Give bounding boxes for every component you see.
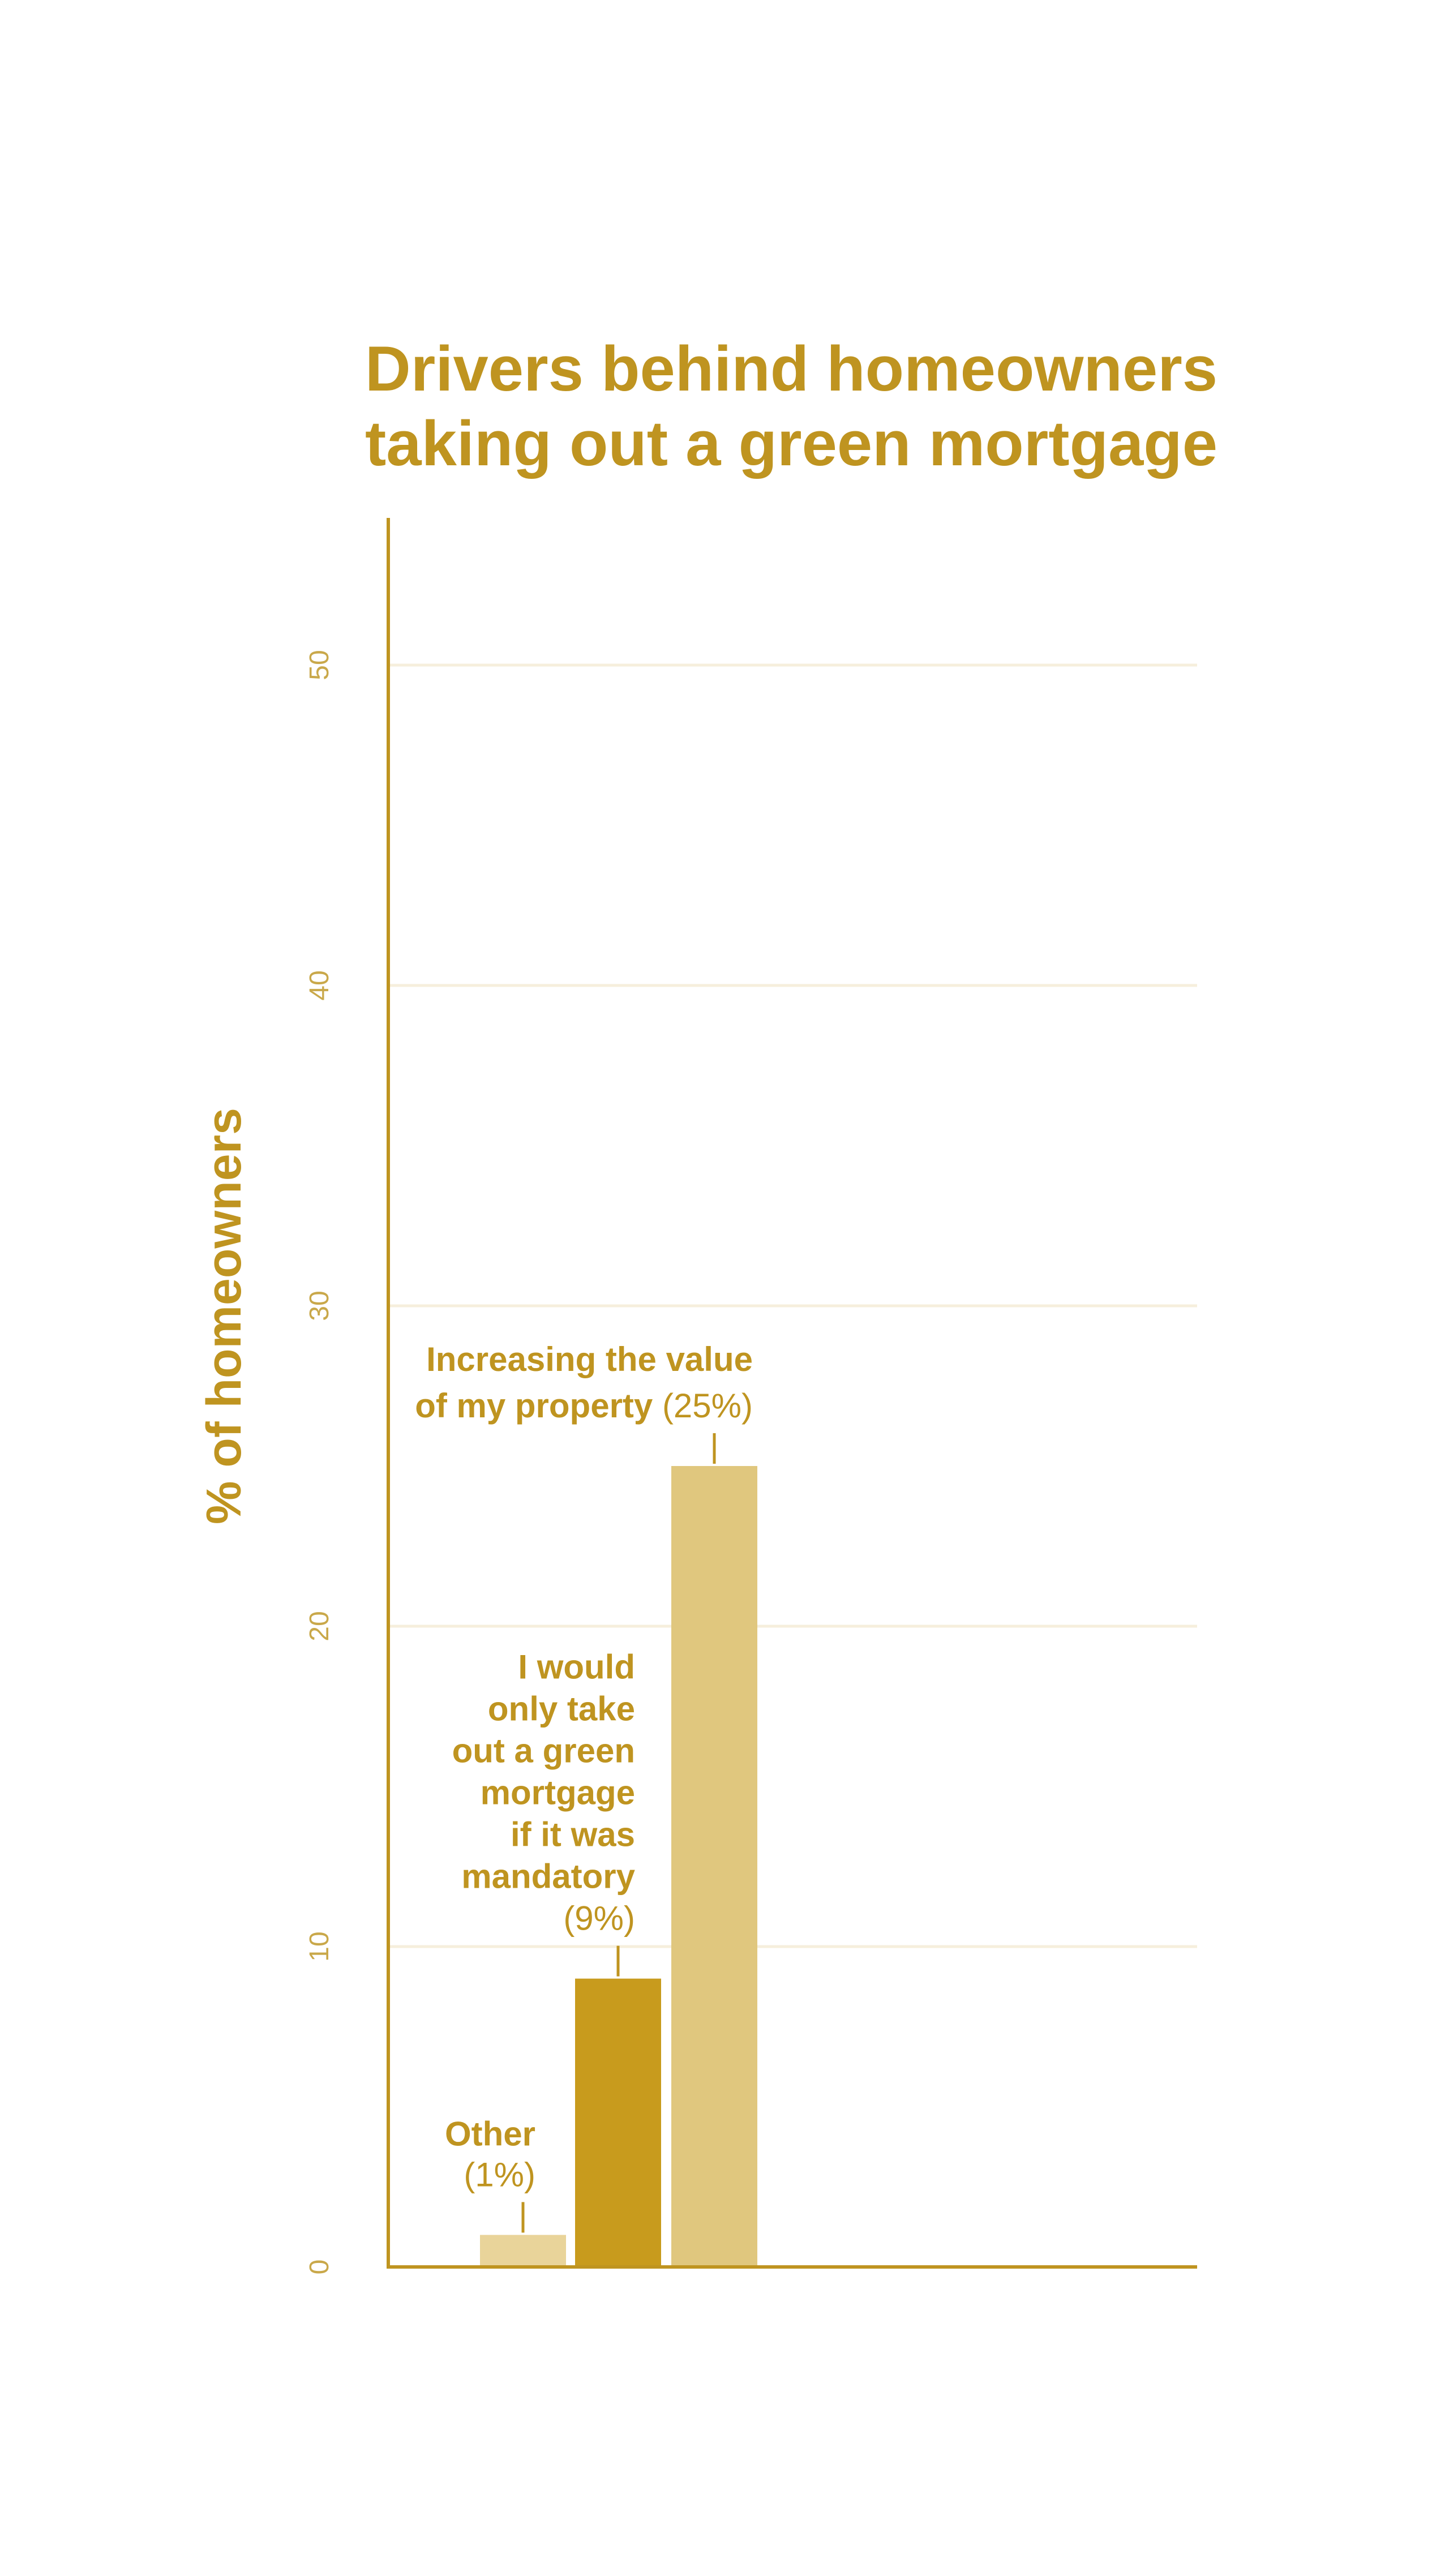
bar-annotation-line: mandatory: [461, 1858, 635, 1896]
bar: [480, 2235, 566, 2267]
axes: [387, 518, 1197, 2269]
title-line: taking out a green mortgage: [365, 408, 1217, 479]
y-tick-label: 10: [305, 1931, 335, 1961]
y-tick-label: 40: [305, 970, 335, 1000]
bar-annotation-line: I would: [518, 1648, 635, 1686]
bar-annotation-line: only take: [488, 1690, 635, 1728]
bar: [671, 1466, 757, 2267]
y-tick-label: 30: [305, 1291, 335, 1321]
bar-annotation-line: mortgage: [481, 1774, 635, 1812]
y-axis-label: % of homeowners: [197, 1108, 251, 1524]
bar: [575, 1978, 661, 2267]
y-axis-label-group: % of homeowners: [197, 1108, 251, 1524]
y-tick-label: 50: [305, 650, 335, 680]
bar-annotation-line: of my property (25%): [415, 1387, 753, 1425]
bar-annotation-line: out a green: [452, 1732, 635, 1770]
y-tick-label: 0: [305, 2260, 335, 2275]
bar-annotation-line: Other: [445, 2115, 535, 2153]
bar-annotation-line: if it was: [511, 1816, 635, 1854]
title-line: Drivers behind homeowners: [365, 333, 1217, 404]
y-tick-label: 20: [305, 1611, 335, 1641]
bar-annotation-line: Increasing the value: [426, 1340, 753, 1378]
bar-annotation-line: (9%): [563, 1900, 635, 1938]
gridlines: [388, 663, 1197, 1948]
y-tick-labels: 0 10 20 30 40 50: [305, 650, 335, 2274]
bar-annotation-line: (1%): [464, 2155, 535, 2193]
bars: [480, 1466, 757, 2267]
bar-annotations: Other(1%) I would only take out a green mort…: [415, 1340, 753, 2233]
